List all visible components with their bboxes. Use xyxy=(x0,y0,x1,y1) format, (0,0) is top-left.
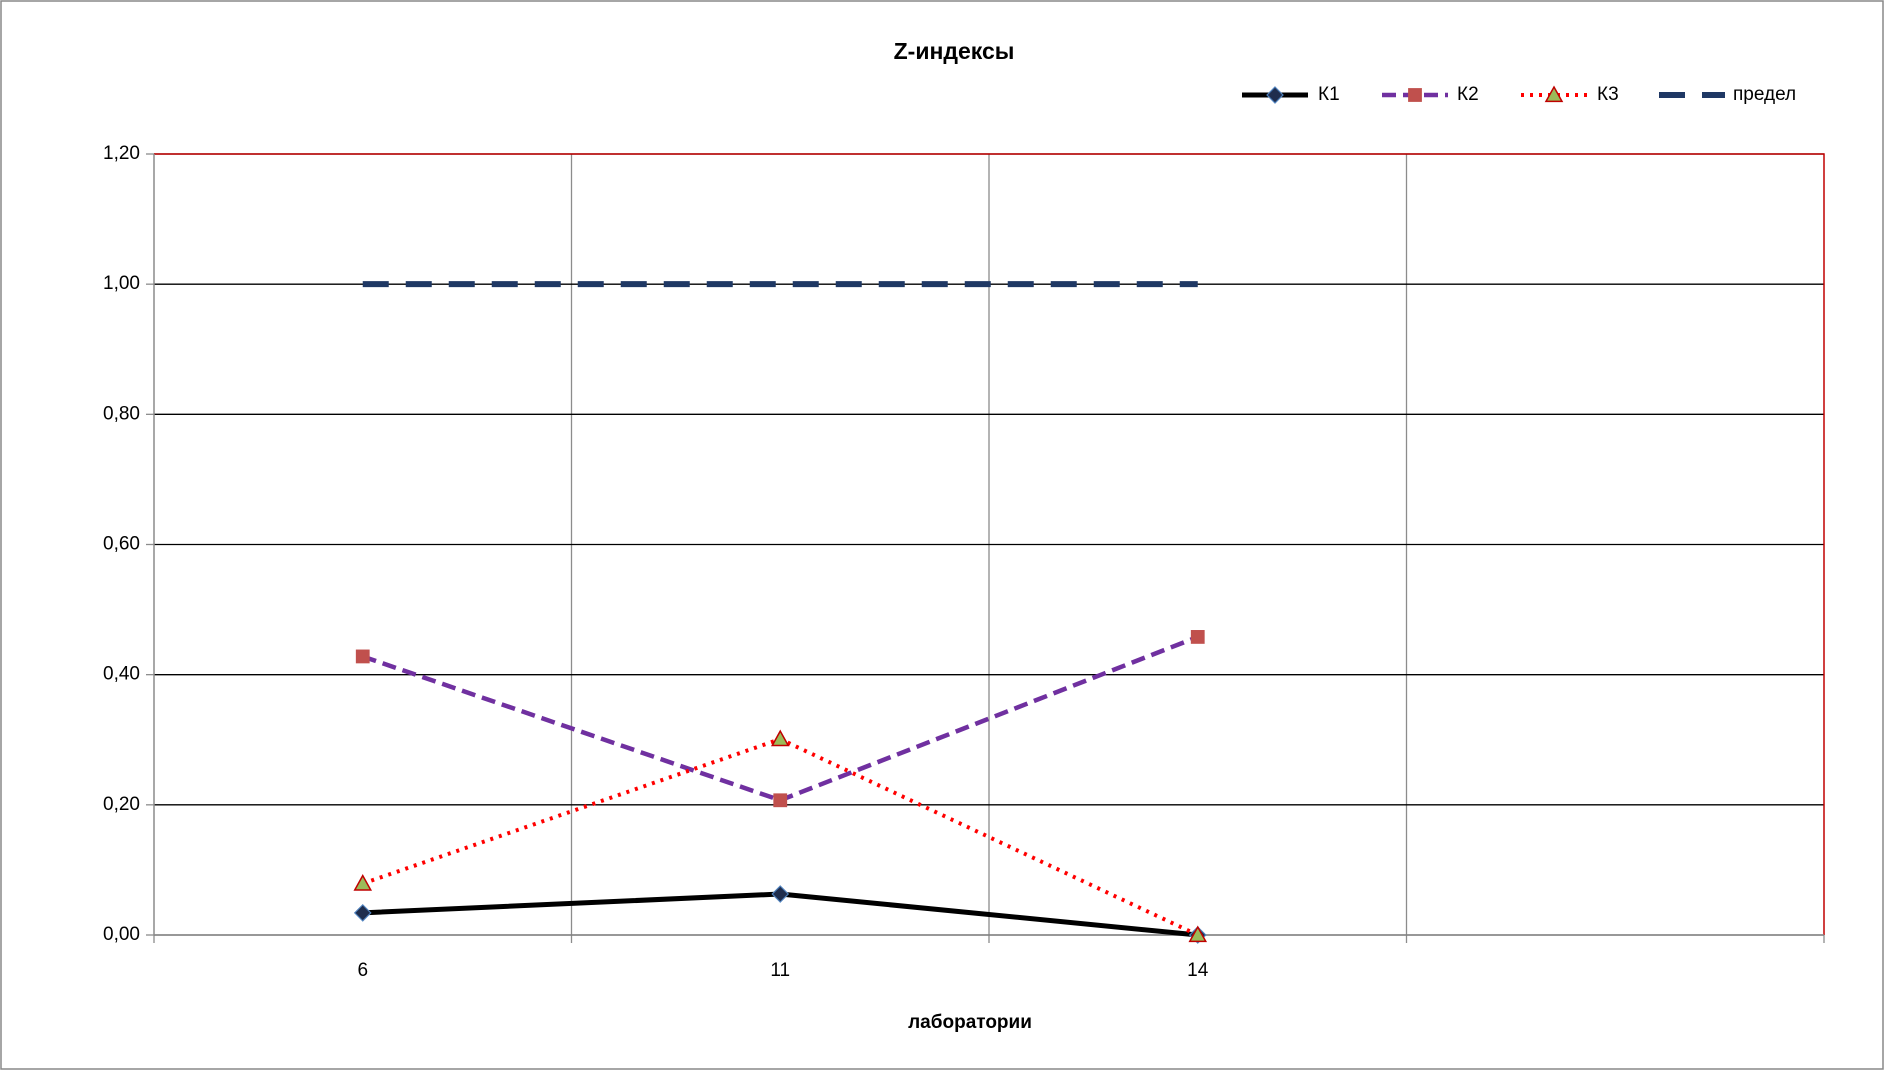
marker xyxy=(355,649,370,664)
y-tick-label: 0,60 xyxy=(103,534,140,555)
y-tick-label: 0,20 xyxy=(103,794,140,815)
marker xyxy=(353,874,373,891)
marker xyxy=(1266,86,1284,104)
legend-label: К3 xyxy=(1597,84,1619,105)
marker xyxy=(353,904,372,922)
y-tick-label: 0,80 xyxy=(103,403,140,424)
y-tick-label: 0,00 xyxy=(103,924,140,945)
legend-label: предел xyxy=(1733,84,1796,105)
marker xyxy=(1408,88,1422,102)
marker xyxy=(1190,630,1205,644)
y-tick-label: 0,40 xyxy=(103,664,140,685)
marker xyxy=(1544,85,1564,103)
x-tick-label: 14 xyxy=(1187,960,1209,981)
marker xyxy=(771,885,790,903)
legend-label: К2 xyxy=(1457,84,1479,105)
marker xyxy=(1188,925,1208,943)
y-tick-label: 1,00 xyxy=(103,273,140,294)
legend-label: К1 xyxy=(1318,84,1340,105)
marker xyxy=(770,729,790,747)
x-tick-label: 6 xyxy=(357,960,368,981)
x-tick-label: 11 xyxy=(770,960,790,981)
x-axis-title: лаборатории xyxy=(908,1012,1032,1033)
y-tick-label: 1,20 xyxy=(103,143,140,164)
plot-border xyxy=(154,153,1825,935)
chart-title: Z-индексы xyxy=(894,38,1015,64)
marker xyxy=(773,793,788,808)
